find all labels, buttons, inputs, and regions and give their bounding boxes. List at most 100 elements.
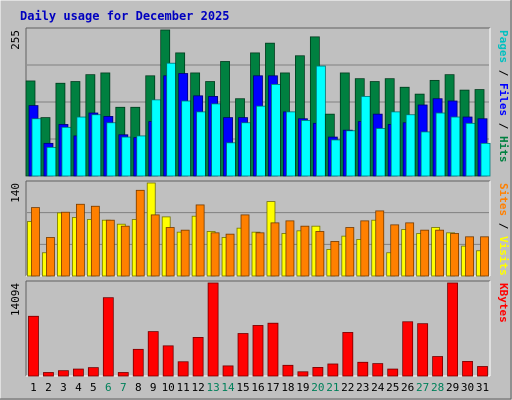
- bar-sites-day-14: [225, 233, 235, 277]
- bar-kbytes-day-5: [87, 367, 99, 377]
- x-tick-label: 12: [192, 381, 205, 394]
- bar-pages-day-26: [405, 114, 416, 177]
- bar-pages-day-9: [151, 99, 162, 177]
- bar-kbytes-day-14: [222, 365, 234, 377]
- axis-label-part: Visits: [497, 236, 510, 276]
- bar-kbytes-day-17: [267, 322, 279, 377]
- bar-kbytes-day-4: [72, 368, 84, 377]
- bar-kbytes-day-11: [177, 361, 189, 377]
- x-tick-label: 22: [341, 381, 354, 394]
- bar-sites-day-7: [120, 225, 130, 277]
- bar-sites-day-20: [315, 231, 325, 277]
- bar-kbytes-day-28: [432, 356, 444, 377]
- bar-sites-day-15: [240, 214, 250, 277]
- bar-pages-day-21: [330, 139, 341, 177]
- bar-kbytes-day-22: [342, 332, 354, 377]
- bar-sites-day-23: [360, 220, 370, 277]
- bar-sites-day-24: [375, 210, 385, 277]
- bar-sites-day-31: [480, 236, 489, 277]
- bar-sites-day-13: [210, 232, 220, 277]
- bar-kbytes-day-10: [162, 345, 174, 377]
- bar-pages-day-8: [136, 135, 147, 177]
- bar-sites-day-10: [165, 227, 175, 277]
- x-tick-label: 27: [416, 381, 429, 394]
- x-tick-label: 16: [251, 381, 264, 394]
- bar-kbytes-day-24: [372, 363, 384, 377]
- x-tick-label: 19: [296, 381, 309, 394]
- x-tick-label: 7: [120, 381, 127, 394]
- bar-kbytes-day-30: [462, 361, 473, 377]
- bar-kbytes-day-15: [237, 333, 249, 377]
- bar-pages-day-14: [226, 142, 236, 177]
- x-tick-label: 2: [45, 381, 52, 394]
- axis-label-part: KBytes: [497, 283, 510, 323]
- axis-label-part: Sites: [497, 183, 510, 216]
- panel-visits-sites: 140 Sites / Visits: [9, 180, 510, 277]
- bar-kbytes-day-1: [28, 315, 39, 377]
- bar-pages-day-7: [121, 136, 132, 177]
- x-tick-label: 25: [386, 381, 399, 394]
- bar-sites-day-26: [405, 222, 415, 277]
- bar-kbytes-day-27: [417, 323, 429, 377]
- bar-sites-day-19: [300, 225, 310, 277]
- bar-pages-day-13: [211, 103, 222, 177]
- bar-kbytes-day-21: [327, 363, 339, 377]
- x-tick-label: 5: [90, 381, 97, 394]
- axis-label-part: /: [497, 216, 510, 236]
- x-tick-label: 28: [431, 381, 444, 394]
- x-tick-label: 17: [266, 381, 279, 394]
- bar-kbytes-day-18: [282, 364, 294, 377]
- bar-sites-day-30: [465, 236, 474, 277]
- bar-sites-day-9: [150, 214, 160, 277]
- axis-label-part: /: [497, 63, 510, 83]
- x-tick-label: 3: [60, 381, 67, 394]
- bar-sites-day-1: [31, 207, 40, 277]
- axis-label-part: Hits: [497, 136, 510, 163]
- x-tick-label: 9: [150, 381, 157, 394]
- bar-pages-day-25: [390, 111, 401, 177]
- bar-sites-day-12: [195, 204, 205, 277]
- bar-pages-day-23: [360, 96, 371, 177]
- axis-label-part: /: [497, 116, 510, 136]
- panel-axis-label: Sites / Visits: [497, 183, 510, 276]
- panel-axis-label: KBytes: [497, 283, 510, 323]
- x-tick-label: 15: [236, 381, 249, 394]
- x-tick-label: 30: [461, 381, 474, 394]
- bar-kbytes-day-23: [357, 361, 369, 377]
- bar-pages-day-16: [256, 105, 266, 177]
- x-tick-label: 18: [281, 381, 294, 394]
- panel-pages-files-hits: 255 Pages / Files / Hits: [9, 27, 510, 177]
- x-tick-label: 21: [326, 381, 339, 394]
- x-tick-label: 1: [30, 381, 37, 394]
- bar-kbytes-day-19: [297, 371, 309, 377]
- bar-kbytes-day-7: [117, 372, 129, 377]
- bar-sites-day-28: [435, 229, 445, 277]
- bar-kbytes-day-16: [252, 325, 264, 377]
- bar-kbytes-day-3: [58, 370, 69, 377]
- bar-kbytes-day-12: [192, 336, 204, 377]
- chart-title: Daily usage for December 2025: [20, 9, 230, 23]
- bar-sites-day-16: [255, 232, 265, 277]
- bar-pages-day-6: [106, 122, 117, 177]
- bar-pages-day-30: [465, 122, 476, 177]
- bar-sites-day-22: [345, 227, 355, 277]
- bar-sites-day-18: [285, 220, 295, 277]
- panel-kbytes: 14094 KBytes: [9, 280, 510, 377]
- x-tick-label: 31: [476, 381, 489, 394]
- bar-kbytes-day-8: [132, 348, 144, 377]
- axis-label-part: Pages: [497, 30, 510, 63]
- bar-pages-day-19: [300, 120, 311, 177]
- bar-kbytes-day-29: [447, 282, 458, 377]
- bar-kbytes-day-9: [147, 331, 159, 377]
- bar-sites-day-17: [270, 222, 280, 277]
- bar-pages-day-29: [450, 116, 461, 177]
- bar-pages-day-27: [420, 131, 431, 177]
- bar-kbytes-day-13: [207, 282, 219, 377]
- bar-pages-day-22: [345, 130, 356, 177]
- bar-pages-day-2: [46, 146, 57, 177]
- bar-sites-day-27: [420, 229, 430, 277]
- bar-sites-day-21: [330, 241, 340, 277]
- bar-pages-day-24: [375, 128, 386, 177]
- panel-axis-label: Pages / Files / Hits: [497, 30, 510, 163]
